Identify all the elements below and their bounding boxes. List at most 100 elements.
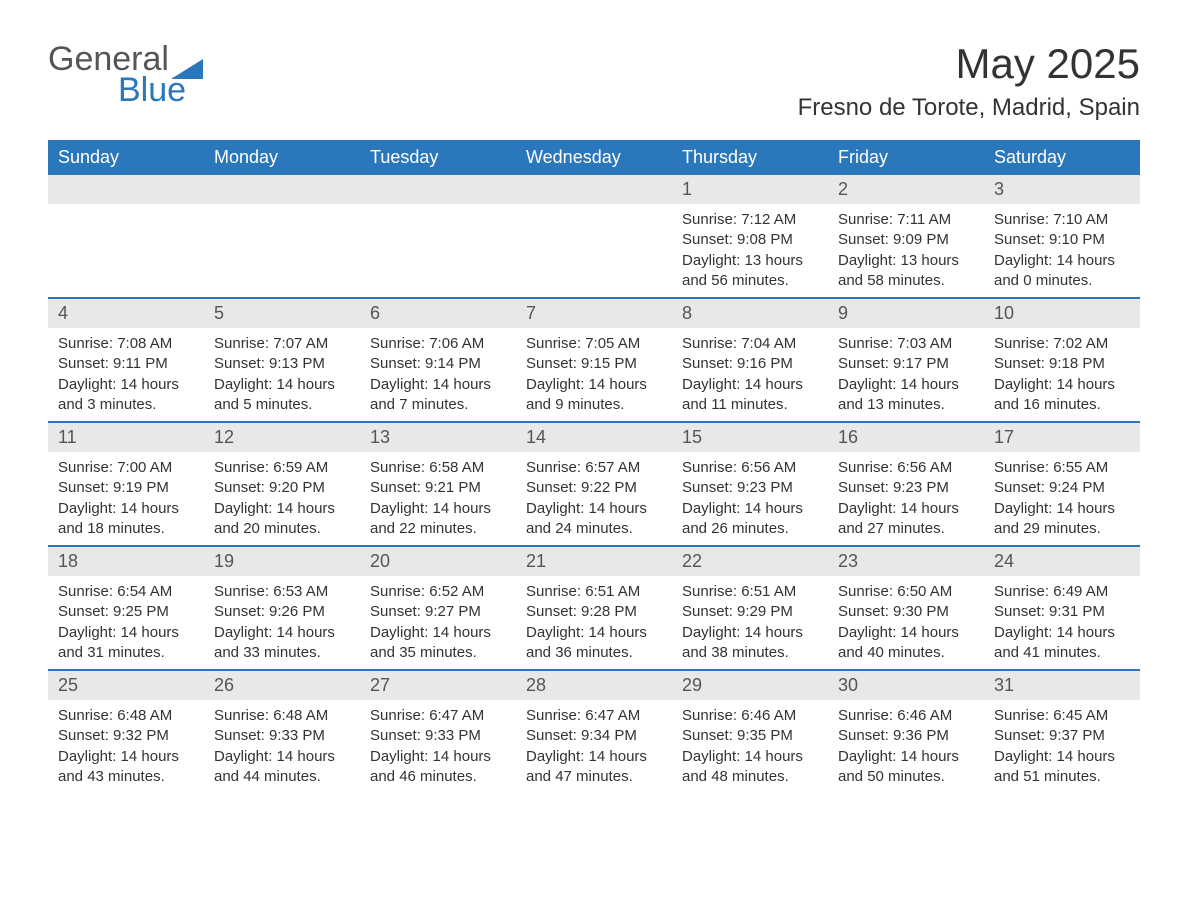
week-row: 4Sunrise: 7:08 AMSunset: 9:11 PMDaylight… <box>48 297 1140 421</box>
daylight-text: Daylight: 14 hours and 51 minutes. <box>994 747 1130 788</box>
day-cell <box>360 175 516 297</box>
sunset-text: Sunset: 9:15 PM <box>526 354 662 374</box>
day-body: Sunrise: 6:47 AMSunset: 9:34 PMDaylight:… <box>516 700 672 793</box>
day-number: 9 <box>828 299 984 328</box>
day-number: 7 <box>516 299 672 328</box>
day-body: Sunrise: 7:06 AMSunset: 9:14 PMDaylight:… <box>360 328 516 421</box>
day-cell: 8Sunrise: 7:04 AMSunset: 9:16 PMDaylight… <box>672 299 828 421</box>
weekday-header-row: SundayMondayTuesdayWednesdayThursdayFrid… <box>48 140 1140 175</box>
sunrise-text: Sunrise: 6:54 AM <box>58 582 194 602</box>
weekday-header: Sunday <box>48 140 204 175</box>
day-cell <box>516 175 672 297</box>
day-number: 8 <box>672 299 828 328</box>
sunset-text: Sunset: 9:26 PM <box>214 602 350 622</box>
daylight-text: Daylight: 13 hours and 56 minutes. <box>682 251 818 292</box>
day-cell: 2Sunrise: 7:11 AMSunset: 9:09 PMDaylight… <box>828 175 984 297</box>
sunrise-text: Sunrise: 7:03 AM <box>838 334 974 354</box>
day-body <box>516 204 672 216</box>
sunrise-text: Sunrise: 7:05 AM <box>526 334 662 354</box>
day-cell: 7Sunrise: 7:05 AMSunset: 9:15 PMDaylight… <box>516 299 672 421</box>
day-number <box>360 175 516 204</box>
day-number: 5 <box>204 299 360 328</box>
daylight-text: Daylight: 14 hours and 43 minutes. <box>58 747 194 788</box>
day-number: 18 <box>48 547 204 576</box>
day-number: 30 <box>828 671 984 700</box>
day-cell <box>48 175 204 297</box>
day-body: Sunrise: 6:58 AMSunset: 9:21 PMDaylight:… <box>360 452 516 545</box>
day-cell: 6Sunrise: 7:06 AMSunset: 9:14 PMDaylight… <box>360 299 516 421</box>
daylight-text: Daylight: 14 hours and 33 minutes. <box>214 623 350 664</box>
day-number: 4 <box>48 299 204 328</box>
day-body: Sunrise: 6:50 AMSunset: 9:30 PMDaylight:… <box>828 576 984 669</box>
calendar: SundayMondayTuesdayWednesdayThursdayFrid… <box>48 140 1140 793</box>
sunset-text: Sunset: 9:23 PM <box>838 478 974 498</box>
sunrise-text: Sunrise: 6:48 AM <box>58 706 194 726</box>
sunrise-text: Sunrise: 7:06 AM <box>370 334 506 354</box>
day-cell: 21Sunrise: 6:51 AMSunset: 9:28 PMDayligh… <box>516 547 672 669</box>
weekday-header: Thursday <box>672 140 828 175</box>
sunrise-text: Sunrise: 7:08 AM <box>58 334 194 354</box>
sunrise-text: Sunrise: 6:46 AM <box>682 706 818 726</box>
day-number: 17 <box>984 423 1140 452</box>
sunset-text: Sunset: 9:17 PM <box>838 354 974 374</box>
day-number: 12 <box>204 423 360 452</box>
day-body: Sunrise: 6:49 AMSunset: 9:31 PMDaylight:… <box>984 576 1140 669</box>
day-number: 25 <box>48 671 204 700</box>
day-body: Sunrise: 6:46 AMSunset: 9:36 PMDaylight:… <box>828 700 984 793</box>
sunset-text: Sunset: 9:28 PM <box>526 602 662 622</box>
day-number: 29 <box>672 671 828 700</box>
day-cell: 27Sunrise: 6:47 AMSunset: 9:33 PMDayligh… <box>360 671 516 793</box>
sunset-text: Sunset: 9:13 PM <box>214 354 350 374</box>
day-cell: 22Sunrise: 6:51 AMSunset: 9:29 PMDayligh… <box>672 547 828 669</box>
sunset-text: Sunset: 9:20 PM <box>214 478 350 498</box>
daylight-text: Daylight: 14 hours and 26 minutes. <box>682 499 818 540</box>
logo: General Blue <box>48 40 203 110</box>
day-body: Sunrise: 6:46 AMSunset: 9:35 PMDaylight:… <box>672 700 828 793</box>
day-body: Sunrise: 6:51 AMSunset: 9:29 PMDaylight:… <box>672 576 828 669</box>
sunrise-text: Sunrise: 6:59 AM <box>214 458 350 478</box>
daylight-text: Daylight: 14 hours and 13 minutes. <box>838 375 974 416</box>
day-body: Sunrise: 6:55 AMSunset: 9:24 PMDaylight:… <box>984 452 1140 545</box>
day-body: Sunrise: 6:51 AMSunset: 9:28 PMDaylight:… <box>516 576 672 669</box>
day-number: 11 <box>48 423 204 452</box>
daylight-text: Daylight: 14 hours and 44 minutes. <box>214 747 350 788</box>
day-body: Sunrise: 6:45 AMSunset: 9:37 PMDaylight:… <box>984 700 1140 793</box>
day-number: 21 <box>516 547 672 576</box>
sunrise-text: Sunrise: 7:04 AM <box>682 334 818 354</box>
day-number: 3 <box>984 175 1140 204</box>
day-cell: 10Sunrise: 7:02 AMSunset: 9:18 PMDayligh… <box>984 299 1140 421</box>
sunrise-text: Sunrise: 6:49 AM <box>994 582 1130 602</box>
logo-text-blue: Blue <box>118 71 203 110</box>
day-cell: 23Sunrise: 6:50 AMSunset: 9:30 PMDayligh… <box>828 547 984 669</box>
sunset-text: Sunset: 9:19 PM <box>58 478 194 498</box>
daylight-text: Daylight: 14 hours and 5 minutes. <box>214 375 350 416</box>
daylight-text: Daylight: 14 hours and 18 minutes. <box>58 499 194 540</box>
sunset-text: Sunset: 9:21 PM <box>370 478 506 498</box>
day-number: 13 <box>360 423 516 452</box>
daylight-text: Daylight: 14 hours and 41 minutes. <box>994 623 1130 664</box>
daylight-text: Daylight: 14 hours and 29 minutes. <box>994 499 1130 540</box>
day-cell: 3Sunrise: 7:10 AMSunset: 9:10 PMDaylight… <box>984 175 1140 297</box>
daylight-text: Daylight: 14 hours and 3 minutes. <box>58 375 194 416</box>
day-number: 10 <box>984 299 1140 328</box>
sunset-text: Sunset: 9:08 PM <box>682 230 818 250</box>
sunset-text: Sunset: 9:24 PM <box>994 478 1130 498</box>
sunset-text: Sunset: 9:23 PM <box>682 478 818 498</box>
sunrise-text: Sunrise: 6:45 AM <box>994 706 1130 726</box>
sunset-text: Sunset: 9:27 PM <box>370 602 506 622</box>
day-body <box>204 204 360 216</box>
day-number: 15 <box>672 423 828 452</box>
day-cell: 15Sunrise: 6:56 AMSunset: 9:23 PMDayligh… <box>672 423 828 545</box>
day-body: Sunrise: 6:53 AMSunset: 9:26 PMDaylight:… <box>204 576 360 669</box>
weekday-header: Monday <box>204 140 360 175</box>
day-body: Sunrise: 7:07 AMSunset: 9:13 PMDaylight:… <box>204 328 360 421</box>
day-number: 1 <box>672 175 828 204</box>
day-number <box>48 175 204 204</box>
day-body: Sunrise: 6:54 AMSunset: 9:25 PMDaylight:… <box>48 576 204 669</box>
day-number: 19 <box>204 547 360 576</box>
sunrise-text: Sunrise: 6:57 AM <box>526 458 662 478</box>
title-block: May 2025 Fresno de Torote, Madrid, Spain <box>798 40 1140 122</box>
day-cell: 14Sunrise: 6:57 AMSunset: 9:22 PMDayligh… <box>516 423 672 545</box>
daylight-text: Daylight: 14 hours and 11 minutes. <box>682 375 818 416</box>
sunset-text: Sunset: 9:31 PM <box>994 602 1130 622</box>
